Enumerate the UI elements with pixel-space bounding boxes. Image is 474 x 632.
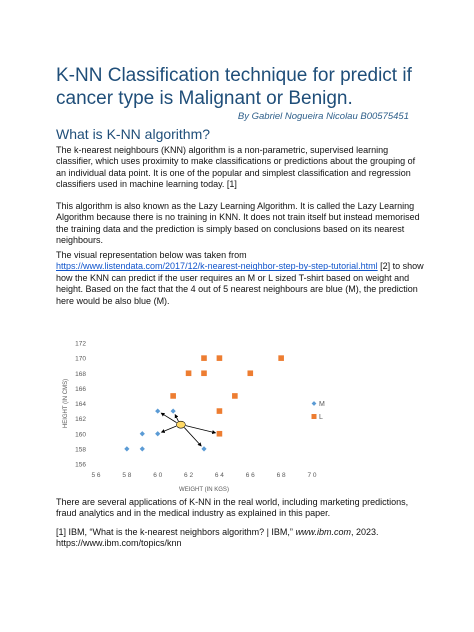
paragraph-lead-text: The visual representation below was take… (56, 250, 247, 260)
legend-marker-l (311, 414, 317, 419)
point-l (216, 408, 223, 414)
neighbour-arrow (184, 427, 202, 447)
paragraph-lazy-learning: This algorithm is also known as the Lazy… (56, 201, 420, 246)
source-link[interactable]: https://www.listendata.com/2017/12/k-nea… (56, 261, 378, 272)
y-tick-label: 156 (75, 462, 86, 469)
point-l (201, 370, 207, 377)
point-m (139, 446, 145, 452)
point-l (232, 393, 238, 399)
y-tick-label: 170 (75, 356, 86, 363)
section-heading: What is K-NN algorithm? (56, 126, 211, 142)
x-tick-label: 5 6 (91, 472, 100, 479)
reference-url-text: , 2023. https://www.ibm.com/topics/knn (56, 527, 379, 549)
x-axis-label: WEIGHT (IN KGS) (179, 487, 229, 493)
x-tick-label: 6 8 (277, 472, 286, 479)
point-m (201, 446, 207, 452)
point-l (216, 355, 223, 361)
point-m (170, 408, 176, 414)
reference-text: [1] IBM, “What is the k-nearest neighbor… (56, 527, 296, 537)
y-tick-label: 160 (75, 431, 86, 438)
paragraph-rest-text: [2] to show how the KNN can predict if t… (56, 261, 424, 306)
paragraph-applications: There are several applications of K-NN i… (56, 497, 409, 519)
x-tick-label: 6 2 (184, 472, 193, 479)
x-tick-label: 7 0 (307, 472, 316, 479)
point-m (139, 431, 145, 437)
legend-label-m: M (319, 401, 325, 408)
neighbour-arrow (160, 412, 177, 423)
x-tick-label: 6 4 (215, 472, 224, 479)
point-l (278, 355, 284, 361)
point-l (216, 430, 223, 437)
author-line: By Gabriel Nogueira Nicolau B00575451 (237, 111, 409, 122)
point-l (201, 355, 207, 361)
point-l (170, 393, 176, 399)
knn-scatter-chart: 156 158 160 162 164 166 168 170 172 5 6 5 8 6 0 6 2 6… (63, 341, 325, 494)
y-tick-label: 158 (75, 446, 86, 453)
reference-site: www.ibm.com (295, 527, 351, 537)
y-tick-label: 168 (75, 371, 86, 378)
legend-marker-m (311, 401, 317, 406)
neighbour-arrow (160, 425, 177, 433)
paragraph-definition: The k-nearest neighbours (KNN) algorithm… (56, 145, 416, 190)
document-title: K-NN Classification technique for predic… (56, 65, 412, 109)
paragraph-visual-representation: The visual representation below was take… (56, 250, 426, 307)
point-l (185, 370, 192, 377)
x-tick-label: 6 6 (246, 472, 255, 479)
point-l (247, 370, 254, 377)
point-m (155, 431, 161, 437)
y-tick-label: 162 (75, 416, 86, 423)
point-m (124, 446, 130, 452)
y-tick-label: 172 (75, 341, 86, 348)
y-tick-label: 166 (75, 386, 86, 393)
x-tick-label: 5 8 (122, 472, 131, 479)
y-axis-label: HEIGHT (IN CMS) (63, 379, 69, 428)
neighbour-arrow (174, 413, 179, 422)
query-point (176, 420, 186, 429)
point-m (155, 408, 161, 414)
x-tick-label: 6 0 (153, 472, 162, 479)
reference-1: [1] IBM, “What is the k-nearest neighbor… (56, 527, 426, 550)
y-tick-label: 164 (75, 401, 86, 408)
legend-label-l: L (319, 414, 323, 421)
neighbour-arrow (185, 425, 217, 434)
